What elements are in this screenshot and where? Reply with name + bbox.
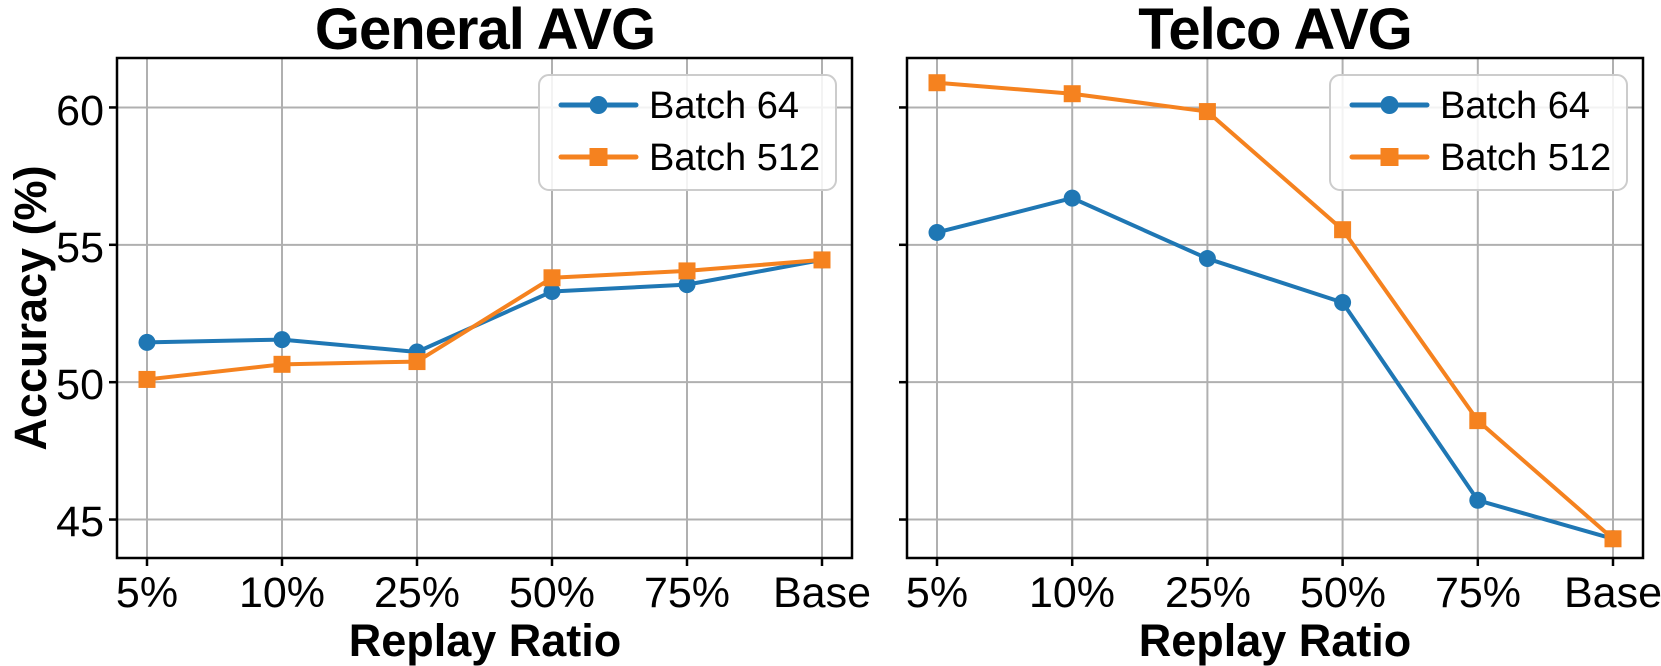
square-marker xyxy=(273,355,291,373)
text-layer: General AVG Telco AVG Accuracy (%) Repla… xyxy=(5,0,1661,666)
square-marker xyxy=(138,370,156,388)
circle-marker xyxy=(1198,250,1216,268)
y-tick-label-50: 50 xyxy=(56,361,104,409)
y-tick-label-55: 55 xyxy=(56,224,104,272)
square-marker xyxy=(408,353,426,371)
square-marker xyxy=(543,269,561,287)
square-marker xyxy=(1334,221,1352,239)
legend-telco-avg xyxy=(1329,74,1628,191)
legend-label-batch-512: Batch 512 xyxy=(1440,137,1611,179)
x-tick-label: Base xyxy=(773,569,871,617)
circle-marker xyxy=(138,333,156,351)
square-marker xyxy=(1198,103,1216,121)
x-tick-label: 75% xyxy=(644,569,730,617)
legend-square-marker xyxy=(589,148,608,166)
y-axis-label: Accuracy (%) xyxy=(5,165,56,450)
chart-title-telco: Telco AVG xyxy=(1138,0,1412,62)
series-line-batch-512 xyxy=(145,257,824,382)
circle-marker xyxy=(273,331,291,349)
x-tick-label: 50% xyxy=(1300,569,1386,617)
x-tick-label: 10% xyxy=(1029,569,1115,617)
square-marker xyxy=(813,251,831,269)
axis-tick-marks xyxy=(899,106,1615,566)
circle-marker xyxy=(678,276,696,294)
y-tick-label-45: 45 xyxy=(56,498,104,546)
square-marker xyxy=(1063,85,1081,103)
plot-frame xyxy=(905,56,1645,560)
x-tick-label: 10% xyxy=(239,569,325,617)
square-marker xyxy=(678,262,696,280)
legend-circle-marker xyxy=(589,96,608,114)
circle-marker xyxy=(928,223,946,241)
x-tick-label: 75% xyxy=(1435,569,1521,617)
x-tick-label: Base xyxy=(1564,569,1661,617)
y-tick-label-60: 60 xyxy=(56,87,104,135)
legend-label-batch-64: Batch 64 xyxy=(649,85,799,127)
legend-label-batch-64: Batch 64 xyxy=(1440,85,1590,127)
x-tick-label: 25% xyxy=(374,569,460,617)
series-markers-batch-512 xyxy=(928,74,1622,548)
chart-title-general: General AVG xyxy=(315,0,655,62)
x-tick-label: 25% xyxy=(1165,569,1251,617)
series-line-batch-512 xyxy=(935,80,1615,541)
x-tick-label: 5% xyxy=(116,569,178,617)
axis-tick-marks xyxy=(109,106,824,566)
x-axis-label-general: Replay Ratio xyxy=(349,615,622,666)
series-markers-batch-512 xyxy=(138,251,831,388)
square-marker xyxy=(1604,530,1622,548)
square-marker xyxy=(928,74,946,92)
legend-label-batch-512: Batch 512 xyxy=(649,137,820,179)
circle-marker xyxy=(543,283,561,301)
x-tick-label: 5% xyxy=(906,569,968,617)
series-line-batch-64 xyxy=(935,196,1615,541)
legend-general-avg xyxy=(538,74,837,191)
circle-marker xyxy=(1063,189,1081,207)
x-axis-label-telco: Replay Ratio xyxy=(1139,615,1412,666)
plot-frame xyxy=(115,56,854,560)
circle-marker xyxy=(1334,294,1352,312)
circle-marker xyxy=(1469,491,1487,509)
x-tick-label: 50% xyxy=(509,569,595,617)
square-marker xyxy=(1469,412,1487,430)
legend-circle-marker xyxy=(1380,96,1399,114)
legend-square-marker xyxy=(1380,148,1399,166)
